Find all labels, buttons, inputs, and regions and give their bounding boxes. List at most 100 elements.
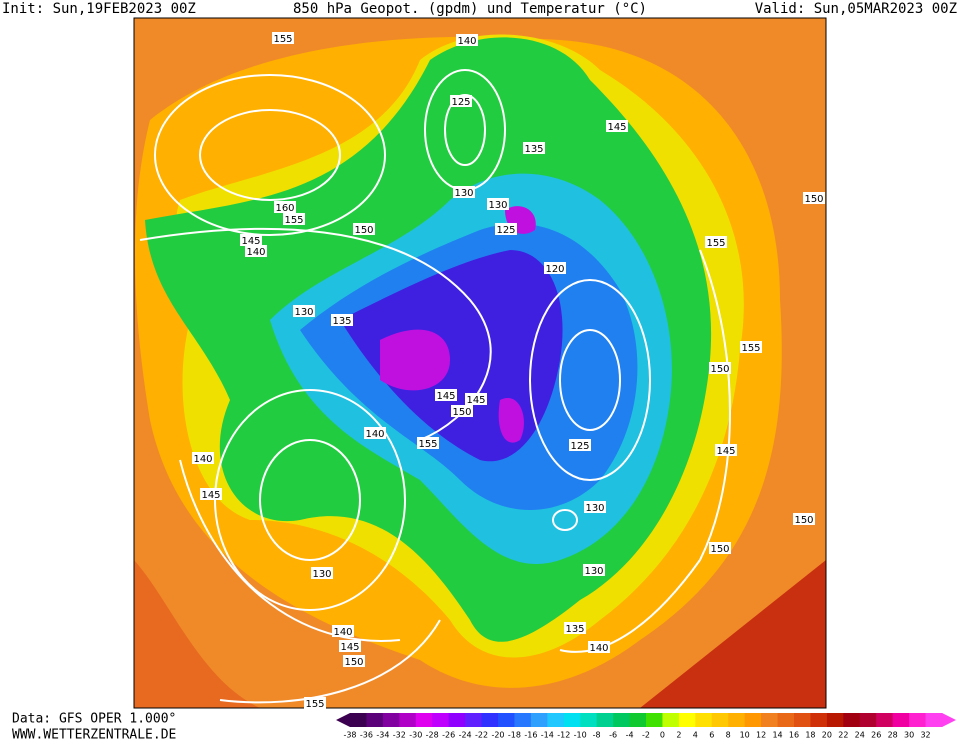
contour-label: 130 xyxy=(312,569,331,580)
scale-label: 30 xyxy=(904,731,914,740)
label-box xyxy=(417,437,439,449)
scale-arrow-right xyxy=(942,713,956,727)
scale-swatch xyxy=(350,713,367,727)
label-box xyxy=(564,622,586,634)
scale-arrow-left xyxy=(336,713,350,727)
scale-swatch xyxy=(498,713,515,727)
label-box xyxy=(487,198,509,210)
contour-label: 130 xyxy=(294,307,313,318)
scale-swatch xyxy=(613,713,631,727)
contour-label: 130 xyxy=(488,200,507,211)
label-box xyxy=(200,488,222,500)
label-box xyxy=(709,542,731,554)
scale-swatch xyxy=(744,713,762,727)
contour-label: 160 xyxy=(275,203,294,214)
contour-label: 145 xyxy=(716,446,735,457)
contour-label: 135 xyxy=(565,624,584,635)
label-box xyxy=(588,641,610,653)
label-box xyxy=(465,393,487,405)
scale-label: -22 xyxy=(475,731,488,740)
scale-swatch xyxy=(514,713,532,727)
contour-label: 150 xyxy=(804,194,823,205)
label-box xyxy=(274,201,296,213)
contour-label: 155 xyxy=(284,215,303,226)
scale-swatch xyxy=(678,713,696,727)
label-box xyxy=(364,427,386,439)
contour-label: 140 xyxy=(589,643,608,654)
scale-label: -32 xyxy=(393,731,406,740)
scale-label: -16 xyxy=(524,731,537,740)
contour-label: 145 xyxy=(340,642,359,653)
scale-swatch xyxy=(596,713,614,727)
scale-swatch xyxy=(662,713,680,727)
contour-label: 150 xyxy=(710,364,729,375)
contour-label: 140 xyxy=(333,627,352,638)
contour-label: 145 xyxy=(241,236,260,247)
contour-label: 145 xyxy=(466,395,485,406)
data-source: Data: GFS OPER 1.000° xyxy=(12,712,176,727)
contour-label: 130 xyxy=(585,503,604,514)
label-box xyxy=(283,213,305,225)
label-box xyxy=(715,444,737,456)
label-box xyxy=(451,405,473,417)
scale-swatch xyxy=(465,713,483,727)
label-box xyxy=(245,245,267,257)
scale-label: 14 xyxy=(772,731,782,740)
label-box xyxy=(793,513,815,525)
label-box xyxy=(332,625,354,637)
contour-label: 150 xyxy=(710,544,729,555)
label-box xyxy=(453,186,475,198)
scale-label: -12 xyxy=(557,731,570,740)
scale-label: 6 xyxy=(709,731,714,740)
contour-label: 125 xyxy=(451,97,470,108)
scale-swatch xyxy=(777,713,795,727)
scale-swatch xyxy=(843,713,861,727)
scale-swatch xyxy=(925,713,943,727)
scale-label: 4 xyxy=(693,731,698,740)
contour-label: 155 xyxy=(741,343,760,354)
scale-label: -28 xyxy=(426,731,439,740)
scale-swatch xyxy=(909,713,927,727)
scale-label: -14 xyxy=(541,731,554,740)
label-box xyxy=(304,697,326,709)
color-scale: -38 -36 -34 -32 -30 -28 -26 -24 -22 -20 -18 -16 -14-… xyxy=(336,713,956,740)
contour-label: 120 xyxy=(545,264,564,275)
scale-label: -10 xyxy=(574,731,587,740)
label-box xyxy=(435,389,457,401)
contour-label: 150 xyxy=(794,515,813,526)
scale-label: -26 xyxy=(442,731,455,740)
scale-label: 12 xyxy=(756,731,766,740)
scale-swatch xyxy=(580,713,598,727)
site-url: WWW.WETTERZENTRALE.DE xyxy=(12,728,176,742)
scale-label: -24 xyxy=(459,731,472,740)
scale-swatch xyxy=(448,713,466,727)
label-box xyxy=(339,640,361,652)
contour-labels: 155 1401251451351301301251601551501451401… xyxy=(192,32,825,710)
scale-swatch xyxy=(876,713,894,727)
scale-swatch xyxy=(382,713,400,727)
label-box xyxy=(740,341,762,353)
scale-swatch xyxy=(810,713,828,727)
contour-label: 155 xyxy=(273,34,292,45)
label-box xyxy=(456,34,478,46)
label-box xyxy=(606,120,628,132)
scale-label: 18 xyxy=(805,731,815,740)
contour-label: 150 xyxy=(354,225,373,236)
contour-label: 140 xyxy=(193,454,212,465)
contour-label: 125 xyxy=(570,441,589,452)
label-box xyxy=(523,142,545,154)
scale-label: 22 xyxy=(838,731,848,740)
label-box xyxy=(192,452,214,464)
scale-label: -18 xyxy=(508,731,521,740)
scale-label: -38 xyxy=(343,731,356,740)
contour-label: 130 xyxy=(454,188,473,199)
scale-label: -2 xyxy=(642,731,650,740)
label-box xyxy=(353,223,375,235)
scale-label: 0 xyxy=(660,731,665,740)
scale-swatch xyxy=(629,713,647,727)
init-time: Init: Sun,19FEB2023 00Z xyxy=(2,1,196,17)
scale-label: 28 xyxy=(888,731,898,740)
scale-swatch xyxy=(892,713,910,727)
